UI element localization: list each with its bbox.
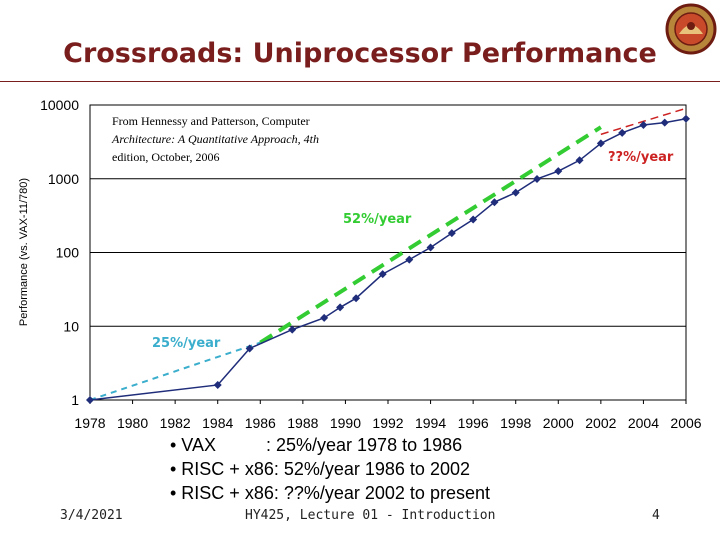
x-tick-label: 1988: [287, 415, 318, 431]
y-axis-label: Performance (vs. VAX-11/780): [18, 178, 30, 326]
data-point: [554, 167, 563, 176]
data-point: [682, 114, 690, 123]
summary-bullets: • VAX : 25%/year 1978 to 1986 • RISC + x…: [170, 433, 490, 505]
data-point: [288, 325, 297, 334]
x-tick-label: 1984: [202, 415, 233, 431]
data-point: [352, 294, 361, 303]
footer-date: 3/4/2021: [60, 508, 123, 523]
data-point: [378, 270, 387, 279]
data-point: [660, 118, 669, 127]
x-tick-label: 1982: [160, 415, 191, 431]
annotation-rate-2: 52%/year: [343, 212, 412, 227]
data-point: [511, 188, 520, 197]
data-point: [86, 396, 94, 404]
x-tick-label: 1990: [330, 415, 361, 431]
data-point: [596, 139, 605, 148]
y-tick-label: 100: [56, 245, 80, 261]
x-tick-label: 1986: [245, 415, 276, 431]
data-point: [213, 380, 222, 389]
x-tick-label: 1992: [372, 415, 403, 431]
data-point: [469, 215, 478, 224]
x-tick-label: 1996: [458, 415, 489, 431]
x-tick-label: 2002: [585, 415, 616, 431]
data-point: [320, 313, 329, 322]
trend-line-1: [89, 341, 261, 401]
performance-series-line: [89, 118, 687, 401]
y-tick-label: 10000: [40, 97, 79, 113]
y-tick-label: 1: [71, 392, 79, 408]
data-point: [245, 344, 254, 353]
data-point: [447, 229, 456, 238]
data-point: [533, 174, 541, 183]
data-point: [618, 128, 627, 137]
data-point: [405, 255, 414, 264]
data-point: [490, 198, 499, 207]
x-tick-label: 1980: [117, 415, 148, 431]
x-tick-label: 2004: [628, 415, 659, 431]
x-tick-label: 1998: [500, 415, 531, 431]
data-point: [426, 243, 435, 252]
annotation-rate-3: ??%/year: [608, 150, 674, 165]
data-point: [336, 303, 345, 312]
data-point: [639, 120, 648, 129]
x-tick-label: 2000: [543, 415, 574, 431]
university-seal-logo: [664, 2, 718, 56]
citation-line-1: From Hennessy and Patterson, Computer: [112, 114, 310, 128]
data-point: [575, 156, 584, 165]
bullet-risc-present: • RISC + x86: ??%/year 2002 to present: [170, 483, 490, 503]
footer-page-number: 4: [652, 508, 660, 523]
citation-line-2: Architecture: A Quantitative Approach, 4…: [112, 132, 319, 146]
footer-course: HY425, Lecture 01 - Introduction: [245, 508, 496, 523]
source-citation: From Hennessy and Patterson, Computer Ar…: [112, 112, 382, 166]
x-tick-label: 1978: [74, 415, 105, 431]
trend-line-2: [259, 125, 602, 345]
annotation-rate-1: 25%/year: [152, 336, 221, 351]
title-divider: [0, 81, 720, 82]
bullet-risc-52: • RISC + x86: 52%/year 1986 to 2002: [170, 459, 470, 479]
bullet-vax: • VAX : 25%/year 1978 to 1986: [170, 435, 463, 455]
slide-title: Crossroads: Uniprocessor Performance: [63, 38, 657, 69]
x-tick-label: 2006: [670, 415, 701, 431]
y-tick-label: 10: [63, 318, 79, 334]
y-tick-label: 1000: [48, 171, 79, 187]
x-tick-label: 1994: [415, 415, 446, 431]
citation-line-3: edition, October, 2006: [112, 150, 220, 164]
